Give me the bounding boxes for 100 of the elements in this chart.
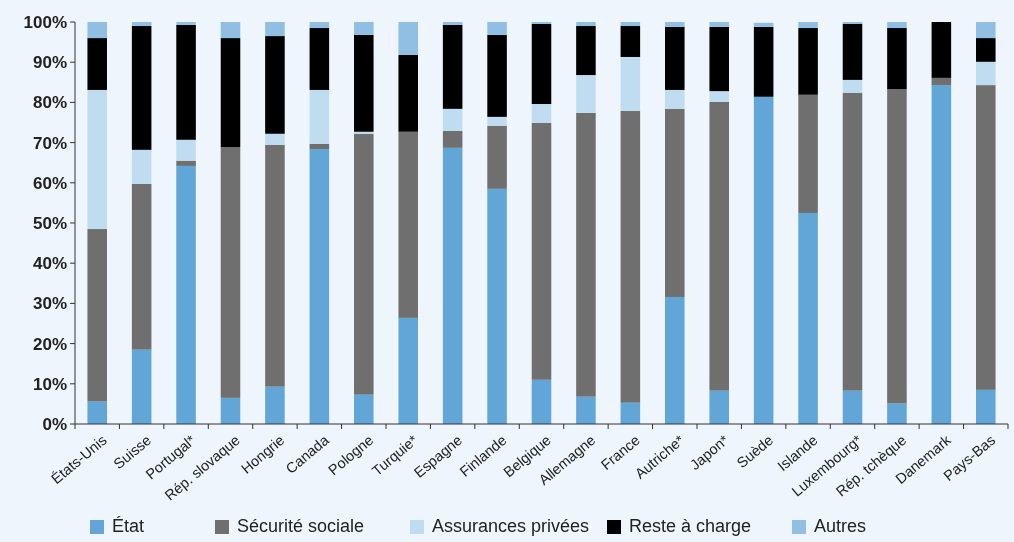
bar	[354, 131, 374, 134]
bar	[798, 22, 818, 29]
bar	[398, 131, 418, 318]
bar	[309, 22, 330, 29]
bar	[842, 79, 863, 93]
bar	[887, 28, 907, 90]
bar	[531, 122, 552, 380]
bar	[487, 188, 507, 424]
bar	[976, 38, 996, 62]
bar	[887, 22, 907, 29]
legend-label: Reste à charge	[629, 516, 752, 536]
bar	[753, 26, 774, 97]
y-tick-label: 40%	[32, 254, 67, 274]
bar	[620, 402, 641, 424]
bar	[398, 317, 418, 424]
bar	[976, 61, 996, 86]
legend-label: Assurances privées	[432, 516, 590, 536]
bar	[620, 26, 641, 57]
bar	[354, 133, 374, 395]
bar	[442, 147, 463, 424]
bar	[442, 24, 463, 109]
bar	[354, 22, 374, 35]
bar	[176, 160, 196, 166]
bar	[87, 38, 107, 90]
y-tick-label: 80%	[32, 93, 67, 113]
bar	[176, 22, 196, 25]
bar	[487, 125, 507, 189]
bar	[620, 56, 641, 111]
bar	[576, 396, 596, 424]
bar	[709, 390, 729, 424]
bar	[709, 22, 729, 27]
bar	[220, 147, 241, 398]
bar	[709, 102, 729, 391]
y-tick-label: 50%	[32, 213, 67, 233]
y-tick-label: 90%	[32, 53, 67, 73]
bar	[487, 34, 507, 117]
bar	[531, 379, 552, 424]
y-tick-label: 20%	[32, 334, 67, 354]
legend-label: Sécurité sociale	[237, 516, 365, 536]
bar	[131, 26, 152, 150]
bar	[665, 296, 685, 424]
y-tick-label: 70%	[32, 133, 67, 153]
bar	[354, 394, 374, 424]
bar	[87, 22, 107, 39]
bar	[442, 130, 463, 148]
legend-label: État	[112, 516, 145, 536]
bar	[531, 22, 552, 25]
bar	[887, 89, 907, 404]
bar	[265, 145, 285, 387]
bar	[576, 26, 596, 76]
bar	[620, 110, 641, 403]
bar	[842, 390, 863, 424]
bar	[309, 149, 330, 424]
bar	[220, 397, 241, 424]
bar	[265, 36, 285, 134]
bar	[398, 54, 418, 132]
bar	[887, 403, 907, 424]
bar	[87, 401, 107, 424]
bar	[665, 22, 685, 27]
bar	[531, 24, 552, 105]
bar	[576, 112, 596, 397]
bar	[309, 28, 330, 90]
bar	[265, 386, 285, 424]
y-tick-label: 100%	[23, 12, 67, 32]
legend-label: Autres	[814, 516, 867, 536]
bar	[354, 34, 374, 132]
bar	[931, 22, 952, 78]
bar	[976, 22, 996, 39]
bar	[87, 229, 107, 402]
y-tick-label: 30%	[32, 294, 67, 314]
bar	[842, 24, 863, 80]
bar	[531, 104, 552, 123]
bar	[842, 22, 863, 25]
bar	[798, 94, 818, 213]
bar	[798, 28, 818, 95]
y-tick-label: 0%	[42, 414, 67, 434]
bar	[665, 89, 685, 109]
bar	[576, 75, 596, 113]
bar	[220, 22, 241, 39]
bar	[176, 139, 196, 161]
bar	[842, 92, 863, 391]
bar	[709, 26, 729, 92]
bar	[220, 38, 241, 148]
bar	[753, 22, 774, 27]
bar	[976, 389, 996, 424]
bar	[442, 22, 463, 25]
bar	[309, 143, 330, 150]
bar	[131, 184, 152, 350]
y-tick-label: 10%	[32, 374, 67, 394]
bar	[265, 22, 285, 37]
bar	[131, 22, 152, 27]
bar	[665, 108, 685, 297]
bar	[176, 165, 196, 424]
bar	[309, 89, 330, 144]
bar	[87, 89, 107, 230]
bar	[265, 133, 285, 146]
bar	[665, 26, 685, 90]
bar	[709, 91, 729, 102]
bar	[620, 22, 641, 27]
bar	[487, 116, 507, 126]
